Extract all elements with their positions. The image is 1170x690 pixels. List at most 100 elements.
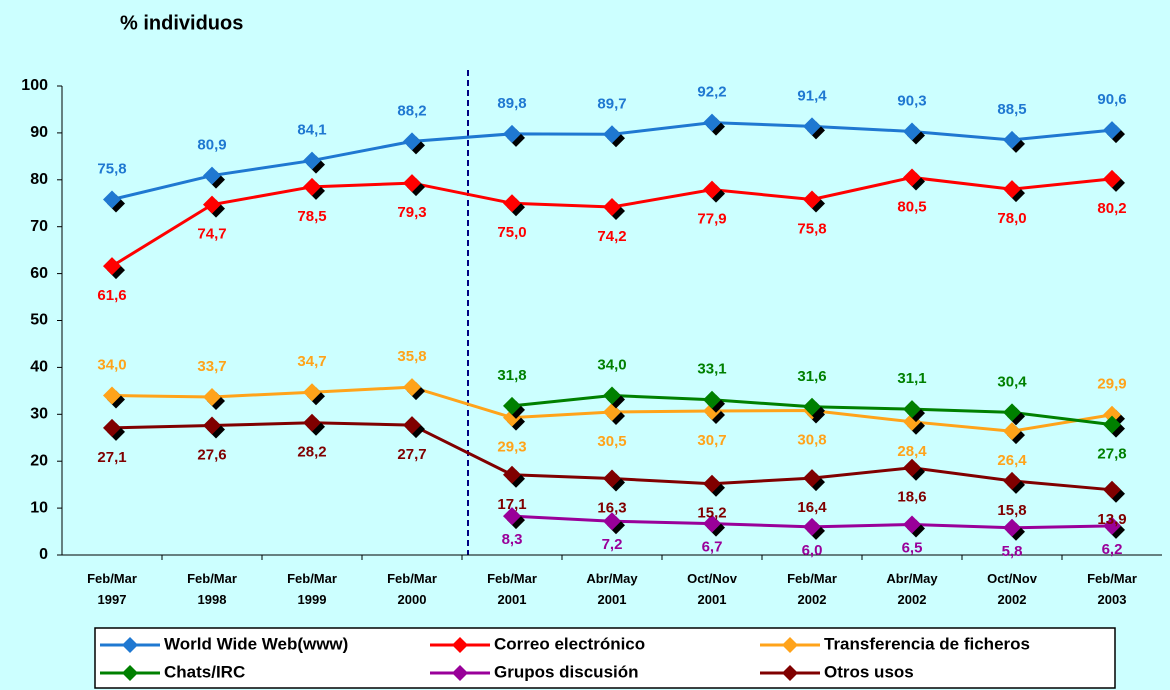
value-label: 29,3 bbox=[497, 439, 526, 456]
legend-label: Correo electrónico bbox=[494, 634, 645, 653]
x-tick-label: Oct/Nov 2002 bbox=[987, 571, 1038, 607]
marker bbox=[503, 396, 521, 415]
marker bbox=[1003, 518, 1021, 537]
value-label: 33,1 bbox=[697, 361, 726, 378]
value-label: 28,4 bbox=[897, 443, 927, 460]
marker bbox=[403, 378, 421, 397]
marker bbox=[803, 469, 821, 488]
value-label: 29,9 bbox=[1097, 376, 1126, 393]
value-label: 34,0 bbox=[597, 357, 626, 374]
marker bbox=[403, 132, 421, 151]
y-tick-label: 30 bbox=[30, 406, 48, 423]
marker bbox=[103, 257, 121, 276]
marker bbox=[103, 190, 121, 209]
marker bbox=[703, 474, 721, 493]
value-label: 61,6 bbox=[97, 287, 126, 304]
y-tick-label: 90 bbox=[30, 124, 48, 141]
x-tick-label: Feb/Mar 2003 bbox=[1087, 571, 1137, 607]
value-label: 27,8 bbox=[1097, 446, 1126, 463]
marker bbox=[603, 386, 621, 405]
value-label: 74,2 bbox=[597, 228, 626, 245]
value-label: 27,7 bbox=[397, 446, 426, 463]
value-label: 34,7 bbox=[297, 353, 326, 370]
marker bbox=[103, 386, 121, 405]
marker bbox=[703, 514, 721, 533]
legend-label: Otros usos bbox=[824, 662, 914, 681]
marker bbox=[303, 413, 321, 432]
y-tick-label: 40 bbox=[30, 359, 48, 376]
marker bbox=[703, 180, 721, 199]
marker bbox=[303, 383, 321, 402]
marker bbox=[1103, 405, 1121, 424]
marker bbox=[203, 387, 221, 406]
value-label: 92,2 bbox=[697, 84, 726, 101]
value-label: 75,0 bbox=[497, 224, 526, 241]
value-label: 77,9 bbox=[697, 211, 726, 228]
marker bbox=[303, 177, 321, 196]
marker bbox=[203, 195, 221, 214]
legend-marker bbox=[452, 665, 468, 681]
marker bbox=[203, 166, 221, 185]
y-tick-label: 70 bbox=[30, 218, 48, 235]
marker bbox=[503, 507, 521, 526]
y-tick-label: 50 bbox=[30, 312, 48, 329]
x-tick-label: Feb/Mar 2002 bbox=[787, 571, 837, 607]
value-label: 84,1 bbox=[297, 122, 326, 139]
marker bbox=[1003, 180, 1021, 199]
value-label: 31,1 bbox=[897, 370, 926, 387]
legend-marker bbox=[782, 665, 798, 681]
value-label: 89,7 bbox=[597, 95, 626, 112]
marker bbox=[1003, 130, 1021, 149]
marker bbox=[803, 190, 821, 209]
value-label: 79,3 bbox=[397, 204, 426, 221]
y-tick-label: 100 bbox=[21, 77, 48, 94]
value-label: 75,8 bbox=[797, 220, 826, 237]
marker bbox=[803, 517, 821, 536]
marker bbox=[903, 458, 921, 477]
marker bbox=[1103, 169, 1121, 188]
marker bbox=[1103, 516, 1121, 535]
value-label: 74,7 bbox=[197, 226, 226, 243]
marker bbox=[303, 151, 321, 170]
value-label: 15,2 bbox=[697, 505, 726, 522]
value-label: 13,9 bbox=[1097, 511, 1126, 528]
value-label: 6,5 bbox=[902, 539, 923, 556]
x-tick-label: Feb/Mar 1999 bbox=[287, 571, 337, 607]
marker bbox=[1103, 121, 1121, 140]
value-label: 34,0 bbox=[97, 357, 126, 374]
marker bbox=[1003, 403, 1021, 422]
value-label: 16,4 bbox=[797, 499, 827, 516]
value-label: 35,8 bbox=[397, 348, 426, 365]
marker bbox=[103, 418, 121, 437]
x-tick-label: Abr/May 2002 bbox=[886, 571, 938, 607]
y-tick-label: 0 bbox=[39, 546, 48, 563]
value-label: 6,2 bbox=[1102, 541, 1123, 558]
marker bbox=[503, 124, 521, 143]
marker bbox=[603, 512, 621, 531]
marker bbox=[803, 397, 821, 416]
value-label: 6,7 bbox=[702, 539, 723, 556]
value-label: 88,2 bbox=[397, 102, 426, 119]
value-label: 27,6 bbox=[197, 447, 226, 464]
value-label: 78,0 bbox=[997, 210, 1026, 227]
value-label: 28,2 bbox=[297, 444, 326, 461]
value-label: 18,6 bbox=[897, 489, 926, 506]
value-label: 7,2 bbox=[602, 536, 623, 553]
value-label: 88,5 bbox=[997, 101, 1026, 118]
value-label: 6,0 bbox=[802, 542, 823, 559]
marker bbox=[903, 400, 921, 419]
legend bbox=[94, 627, 1116, 689]
legend-label: Grupos discusión bbox=[494, 662, 639, 681]
marker bbox=[903, 515, 921, 534]
marker bbox=[503, 194, 521, 213]
marker bbox=[1103, 480, 1121, 499]
marker bbox=[803, 117, 821, 136]
legend-label: Chats/IRC bbox=[164, 662, 245, 681]
value-label: 80,5 bbox=[897, 198, 926, 215]
marker bbox=[703, 113, 721, 132]
y-tick-label: 10 bbox=[30, 499, 48, 516]
y-tick-label: 20 bbox=[30, 452, 48, 469]
value-label: 31,8 bbox=[497, 367, 526, 384]
